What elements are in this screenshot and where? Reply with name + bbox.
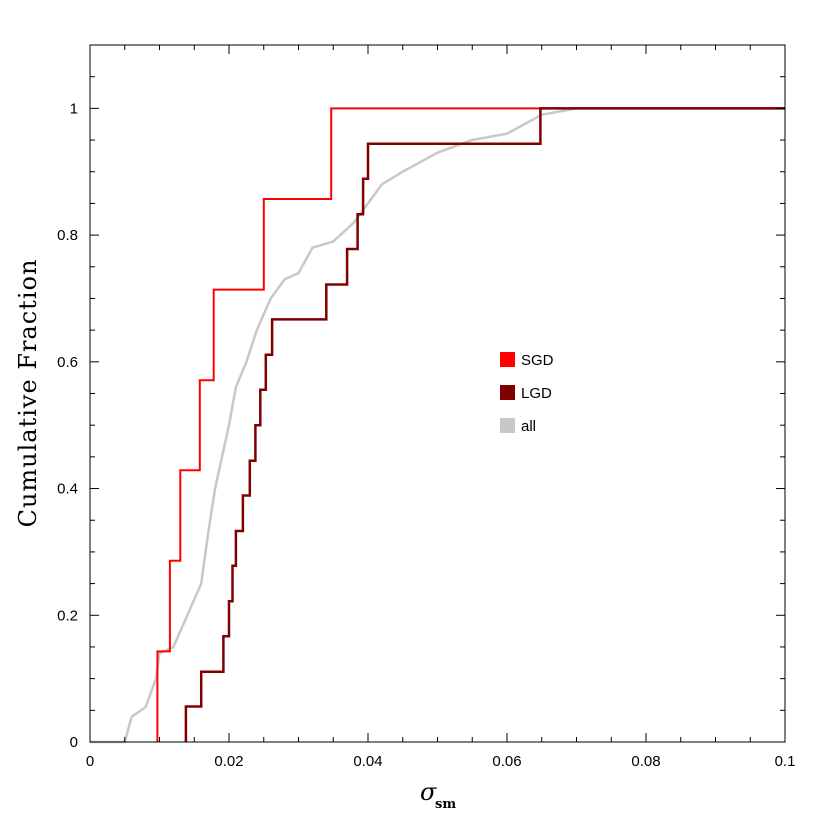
legend-swatch-sgd: [500, 352, 515, 367]
y-tick-label: 0.2: [57, 607, 78, 624]
y-tick-label: 0.8: [57, 227, 78, 244]
tick-layer: 0 0.02 0.04 0.06 0.08 0.1 0 0.2 0.4 0.6 0.8 1: [57, 45, 795, 770]
plot-frame: [89, 44, 786, 743]
x-tick-label: 0: [86, 753, 94, 770]
x-axis-title: σ sm: [420, 778, 456, 812]
x-tick-label: 0.08: [631, 753, 660, 770]
x-axis-title-symbol: σ: [420, 778, 437, 806]
legend-swatch-lgd: [500, 385, 515, 400]
x-tick-label: 0.02: [214, 753, 243, 770]
legend-label-lgd: LGD: [521, 385, 552, 402]
legend: SGD LGD all: [500, 352, 554, 435]
y-axis-title: Cumulative Fraction: [14, 259, 42, 528]
series-line-sgd: [156, 107, 785, 742]
y-tick-label: 0.6: [57, 354, 78, 371]
series-line-all: [90, 107, 785, 744]
x-tick-label: 0.04: [353, 753, 382, 770]
y-tick-label: 0.4: [57, 481, 78, 498]
series-line-lgd: [184, 107, 785, 742]
legend-label-all: all: [521, 418, 536, 435]
legend-swatch-all: [500, 418, 515, 433]
y-tick-label: 0: [70, 734, 78, 751]
legend-label-sgd: SGD: [521, 352, 554, 369]
x-axis-title-subscript: sm: [435, 797, 456, 812]
series-layer: [90, 107, 785, 744]
y-tick-label: 1: [70, 100, 78, 117]
x-tick-label: 0.06: [492, 753, 521, 770]
x-tick-label: 0.1: [775, 753, 796, 770]
